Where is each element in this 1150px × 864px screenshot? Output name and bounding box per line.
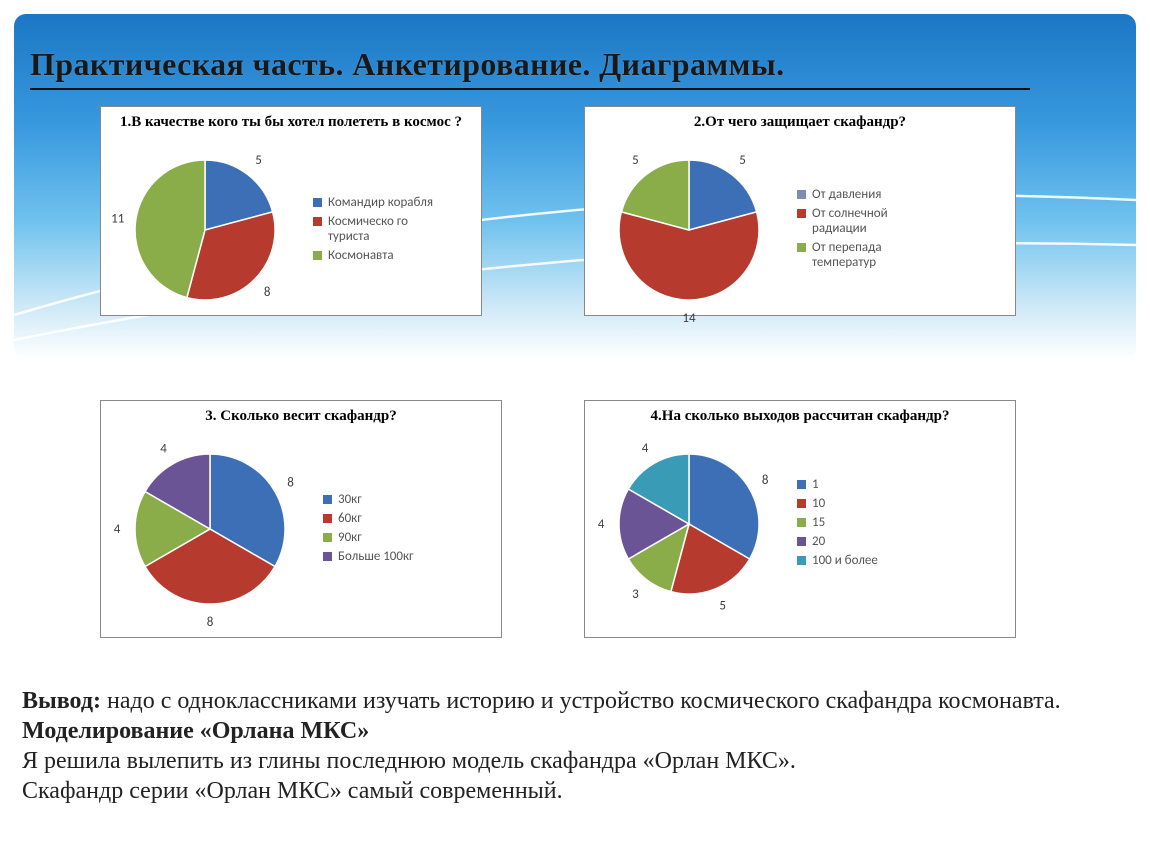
pie-chart: 8 5 3 4 4 (595, 430, 783, 618)
pie-slice-value: 8 (264, 285, 271, 300)
legend: От давления От солнечной радиации От переп… (797, 184, 932, 275)
pie-slice-value: 5 (255, 153, 262, 168)
title-text: Практическая часть. Анкетирование. Диагр… (30, 46, 776, 82)
pie-slice-value: 4 (598, 517, 605, 532)
chart-card-c4: 4.На сколько выходов рассчитан скафандр?… (584, 400, 1016, 638)
legend-label: 30кг (338, 493, 362, 508)
legend: Командир корабля Космическо го туриста Кос… (313, 192, 448, 268)
legend-label: 100 и более (812, 554, 878, 569)
pie-slice-value: 8 (287, 475, 294, 490)
pie-wrap: 8 8 4 4 (111, 430, 309, 628)
legend-item: От перепада температур (797, 241, 932, 271)
legend-item: 1 (797, 478, 878, 493)
pie-chart: 5 14 5 (595, 136, 783, 324)
pie-slice-value: 8 (762, 473, 769, 488)
legend-item: 90кг (323, 531, 414, 546)
legend-item: 10 (797, 497, 878, 512)
pie-slice-value: 3 (632, 587, 639, 602)
chart-body: 8 8 4 4 30кг 60кг 90кг Больше 100кг (101, 426, 501, 638)
chart-card-c2: 2.От чего защищает скафандр?5145От давле… (584, 106, 1016, 316)
legend-label: 10 (812, 497, 825, 512)
legend-swatch (323, 495, 332, 504)
legend-swatch (313, 198, 322, 207)
legend-swatch (797, 190, 806, 199)
modeling-title: Моделирование «Орлана МКС» (22, 718, 369, 744)
chart-title: 3. Сколько весит скафандр? (101, 401, 501, 426)
chart-card-c3: 3. Сколько весит скафандр? 8 8 4 4 30кг 60кг 90… (100, 400, 502, 638)
pie-chart: 5 8 11 (111, 136, 299, 324)
legend-swatch (797, 243, 806, 252)
legend-label: 15 (812, 516, 825, 531)
chart-title: 2.От чего защищает скафандр? (585, 107, 1015, 132)
pie-slice-value: 14 (682, 311, 696, 324)
pie-chart: 8 8 4 4 (111, 430, 309, 628)
legend-label: 60кг (338, 512, 362, 527)
legend-label: От солнечной радиации (812, 207, 932, 237)
legend-label: Космическо го туриста (328, 215, 448, 245)
pie-slice-value: 11 (111, 211, 124, 226)
legend-swatch (323, 552, 332, 561)
legend-item: От солнечной радиации (797, 207, 932, 237)
legend-item: 100 и более (797, 554, 878, 569)
pie-slice-value: 4 (160, 441, 167, 456)
legend-item: От давления (797, 188, 932, 203)
conclusion-line2: Я решила вылепить из глины последнюю мод… (22, 748, 796, 774)
slide: Практическая часть. Анкетирование. Диагр… (0, 0, 1150, 864)
legend-swatch (797, 537, 806, 546)
legend-label: От перепада температур (812, 241, 932, 271)
pie-slice-value: 5 (632, 153, 639, 168)
legend-swatch (323, 514, 332, 523)
legend-swatch (797, 518, 806, 527)
pie-slice-value: 8 (207, 615, 214, 628)
legend-item: Космическо го туриста (313, 215, 448, 245)
legend-label: Командир корабля (328, 196, 433, 211)
pie-slice-value: 5 (719, 598, 726, 613)
legend-label: От давления (812, 188, 881, 203)
pie-wrap: 8 5 3 4 4 (595, 430, 783, 618)
conclusion-line3: Скафандр серии «Орлан МКС» самый совреме… (22, 778, 563, 804)
chart-body: 5 14 5 От давления От солнечной радиации От п… (585, 132, 1015, 334)
conclusion-line1: надо с одноклассниками изучать историю и… (101, 688, 1061, 714)
legend-label: 1 (812, 478, 819, 493)
chart-card-c1: 1.В качестве кого ты бы хотел полететь в… (100, 106, 482, 316)
chart-title: 4.На сколько выходов рассчитан скафандр? (585, 401, 1015, 426)
legend: 1 10 15 20 100 и более (797, 474, 878, 573)
conclusion-block: Вывод: надо с одноклассниками изучать ис… (22, 686, 1128, 806)
legend-item: 60кг (323, 512, 414, 527)
legend-swatch (797, 209, 806, 218)
pie-slice-value: 4 (114, 522, 121, 537)
chart-title: 1.В качестве кого ты бы хотел полететь в… (101, 107, 481, 132)
legend: 30кг 60кг 90кг Больше 100кг (323, 489, 414, 569)
title-underline (30, 88, 1030, 90)
legend-item: 20 (797, 535, 878, 550)
pie-wrap: 5 8 11 (111, 136, 299, 324)
legend-label: 90кг (338, 531, 362, 546)
title-period: . (776, 46, 784, 82)
pie-slice-value: 5 (739, 153, 746, 168)
page-title: Практическая часть. Анкетирование. Диагр… (30, 46, 1120, 83)
legend-label: 20 (812, 535, 825, 550)
chart-body: 8 5 3 4 4 1 10 15 20 100 и более (585, 426, 1015, 628)
legend-swatch (313, 251, 322, 260)
legend-swatch (797, 556, 806, 565)
legend-label: Космонавта (328, 249, 394, 264)
legend-label: Больше 100кг (338, 550, 414, 565)
pie-slice-value: 4 (642, 441, 649, 456)
conclusion-lead: Вывод: (22, 688, 101, 714)
legend-swatch (797, 499, 806, 508)
legend-item: Космонавта (313, 249, 448, 264)
legend-item: Больше 100кг (323, 550, 414, 565)
legend-swatch (797, 480, 806, 489)
pie-wrap: 5 14 5 (595, 136, 783, 324)
legend-item: 30кг (323, 493, 414, 508)
chart-body: 5 8 11 Командир корабля Космическо го турист… (101, 132, 481, 334)
legend-item: Командир корабля (313, 196, 448, 211)
legend-item: 15 (797, 516, 878, 531)
legend-swatch (313, 217, 322, 226)
legend-swatch (323, 533, 332, 542)
